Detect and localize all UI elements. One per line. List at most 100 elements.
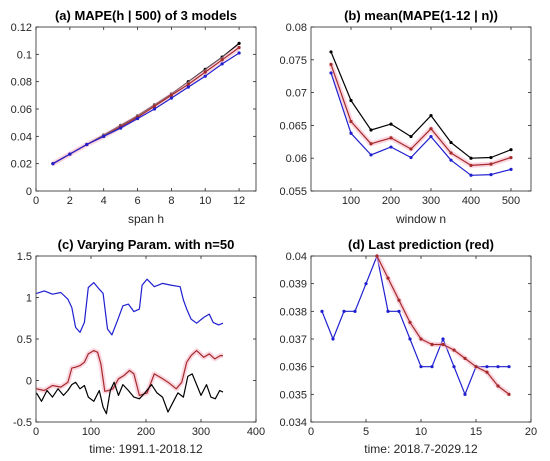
data-point <box>353 309 357 313</box>
data-point <box>369 153 373 157</box>
y-tick-label: 0.12 <box>11 22 32 34</box>
data-point <box>509 167 513 171</box>
data-point <box>509 148 513 152</box>
data-point <box>449 151 453 155</box>
data-point <box>469 156 473 160</box>
x-tick-label: 100 <box>342 195 360 207</box>
y-tick-label: 0 <box>26 186 32 198</box>
data-point <box>329 50 333 54</box>
data-point <box>349 119 353 124</box>
y-tick-label: 1 <box>26 293 32 305</box>
x-tick-label: 15 <box>470 426 482 438</box>
y-tick-label: -0.5 <box>13 417 32 429</box>
data-point <box>119 126 123 130</box>
y-tick-label: 0.035 <box>279 389 307 401</box>
x-tick-label: 0 <box>33 195 39 207</box>
x-tick-label: 4 <box>101 195 107 207</box>
panel-c-xlabel: time: 1991.1-2018.12 <box>89 442 203 456</box>
series-line-red <box>36 350 223 396</box>
panel-c-title: (c) Varying Param. with n=50 <box>58 237 235 252</box>
panel-a-xlabel: span h <box>128 212 164 226</box>
data-point <box>449 140 453 145</box>
data-point <box>169 93 173 97</box>
data-point <box>452 365 456 369</box>
y-tick-label: 0.04 <box>286 251 307 263</box>
data-point <box>220 58 224 62</box>
data-point <box>135 116 140 121</box>
data-point <box>186 85 190 89</box>
data-point <box>485 370 489 374</box>
x-tick-label: 8 <box>168 195 174 207</box>
x-tick-label: 300 <box>192 426 210 438</box>
y-tick-label: 0.06 <box>11 104 32 116</box>
x-tick-label: 2 <box>67 195 73 207</box>
data-point <box>389 145 393 149</box>
data-point <box>441 337 445 341</box>
data-point <box>429 113 433 118</box>
data-point <box>369 128 373 132</box>
y-tick-label: 0.036 <box>279 362 307 374</box>
x-tick-label: 12 <box>233 195 245 207</box>
x-tick-label: 400 <box>247 426 265 438</box>
data-point <box>507 365 511 369</box>
data-point <box>429 127 433 131</box>
data-point <box>329 62 333 66</box>
data-point <box>463 392 467 396</box>
data-point <box>409 147 413 151</box>
x-tick-label: 10 <box>199 195 211 207</box>
x-tick-label: 200 <box>382 195 400 207</box>
data-point <box>496 384 500 388</box>
data-point <box>489 162 493 166</box>
data-point <box>386 276 390 280</box>
y-tick-label: 0.08 <box>286 22 307 34</box>
data-point <box>102 134 106 138</box>
data-point <box>349 131 353 135</box>
data-point <box>51 162 55 166</box>
data-point <box>485 365 489 369</box>
data-point <box>349 98 353 103</box>
x-tick-label: 200 <box>137 426 155 438</box>
panel-a-title: (a) MAPE(h | 500) of 3 models <box>55 8 237 23</box>
data-point <box>419 365 423 369</box>
data-point <box>186 82 190 86</box>
data-point <box>68 152 72 156</box>
panel-b-xlabel: window n <box>395 212 446 226</box>
x-tick-label: 10 <box>415 426 427 438</box>
data-point <box>169 96 173 100</box>
data-point <box>408 320 412 324</box>
data-point <box>397 309 401 313</box>
data-point <box>152 104 157 108</box>
data-point <box>203 74 207 78</box>
x-tick-label: 0 <box>308 426 314 438</box>
y-tick-label: 0.039 <box>279 279 307 291</box>
x-tick-label: 5 <box>363 426 369 438</box>
data-point <box>489 173 493 177</box>
data-point <box>409 155 413 160</box>
data-point <box>375 254 379 258</box>
panel-d: (d) Last prediction (red) time: 2018.7-2… <box>279 237 537 456</box>
data-point <box>364 282 368 286</box>
x-tick-label: 20 <box>525 426 537 438</box>
series-line-blue <box>36 278 224 336</box>
x-tick-label: 500 <box>502 195 520 207</box>
x-tick-label: 300 <box>422 195 440 207</box>
panel-a: (a) MAPE(h | 500) of 3 models span h 0 2 4… <box>11 8 257 226</box>
data-point <box>203 70 207 74</box>
series-line-black <box>35 373 224 415</box>
panel-d-xlabel: time: 2018.7-2029.12 <box>364 442 478 456</box>
data-point <box>85 142 89 147</box>
data-point <box>452 348 456 352</box>
y-tick-label: 0.04 <box>11 131 32 143</box>
y-tick-label: 0.02 <box>11 159 32 171</box>
y-tick-label: 0.034 <box>279 417 307 429</box>
data-point <box>408 337 412 341</box>
y-tick-label: 0.5 <box>17 334 32 346</box>
y-tick-label: 0.075 <box>279 55 307 67</box>
data-point <box>237 41 241 46</box>
data-point <box>389 122 393 126</box>
data-point <box>220 62 224 66</box>
y-tick-label: 0.07 <box>286 88 307 100</box>
data-point <box>237 45 241 50</box>
y-tick-label: 0.06 <box>286 153 307 165</box>
